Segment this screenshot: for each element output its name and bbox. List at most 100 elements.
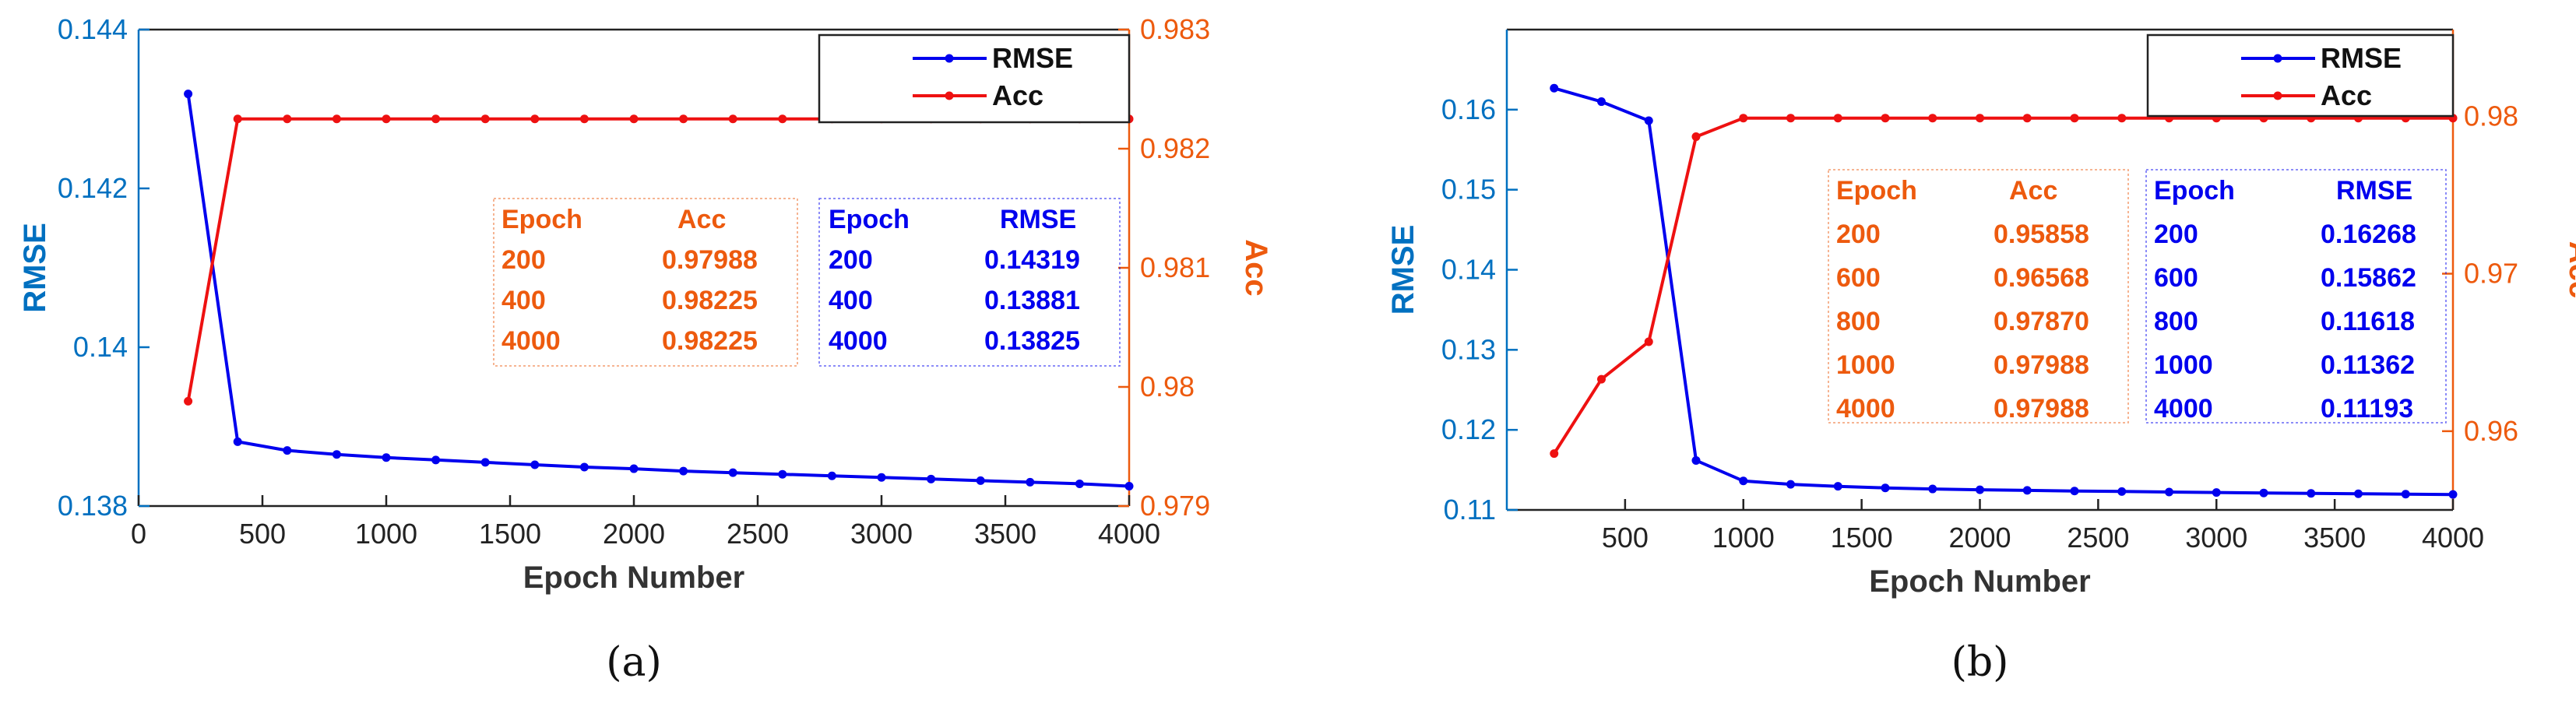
right-y-tick-label: 0.981: [1140, 251, 1210, 283]
data-point-rmse: [2354, 489, 2363, 498]
data-point-rmse: [233, 437, 242, 446]
x-tick-label: 500: [1602, 522, 1649, 554]
table-header-cell: Epoch: [1836, 176, 1917, 206]
data-point-rmse: [1644, 116, 1653, 125]
legend-marker-rmse: [945, 54, 954, 63]
x-tick-label: 4000: [2422, 522, 2484, 554]
table-cell: 0.97988: [1994, 394, 2089, 424]
data-point-rmse: [2165, 487, 2173, 497]
x-tick-label: 500: [239, 518, 286, 550]
left-y-axis-label: RMSE: [1386, 225, 1420, 315]
data-point-rmse: [778, 469, 787, 479]
data-point-rmse: [283, 446, 292, 455]
x-tick-label: 0: [131, 518, 146, 550]
x-tick-label: 3000: [2185, 522, 2247, 554]
data-point-rmse: [2117, 487, 2127, 496]
x-tick-label: 2000: [603, 518, 665, 550]
table-cell: 4000: [2154, 394, 2213, 424]
chart-b: 500 1000 1500 2000 2500 3000 3500 4000 0.11 0.12 0…: [1386, 28, 2576, 686]
series-line-rmse: [186, 93, 1130, 488]
x-tick-label: 3000: [850, 518, 913, 550]
data-point-acc: [431, 114, 441, 124]
table-cell: 800: [2154, 307, 2198, 336]
data-point-acc: [480, 114, 490, 124]
table-cell: 0.15862: [2321, 263, 2416, 293]
legend-label: Acc: [992, 79, 1043, 111]
table-cell: 600: [2154, 263, 2198, 293]
legend: RMSE Acc: [818, 33, 1131, 124]
annotation-table-rmse: Epoch RMSE 200 0.16268 600 0.15862 800 0.11618 1…: [2145, 169, 2447, 424]
legend-box: [818, 33, 1131, 124]
table-cell: 200: [829, 245, 873, 275]
right-y-tick-label: 0.979: [1140, 490, 1210, 522]
figure-caption: (a): [606, 639, 662, 686]
x-tick-label: 1000: [355, 518, 417, 550]
data-point-rmse: [2307, 489, 2316, 498]
table-header-cell: Acc: [2009, 176, 2057, 206]
table-header-cell: Epoch: [2154, 176, 2235, 206]
data-point-acc: [1644, 337, 1653, 346]
data-point-rmse: [480, 458, 490, 467]
data-point-acc: [1739, 114, 1748, 123]
data-point-rmse: [431, 455, 441, 465]
table-cell: 0.98225: [662, 286, 758, 315]
legend-label: RMSE: [992, 42, 1073, 74]
table-cell: 0.11618: [2321, 307, 2415, 336]
table-cell: 0.13825: [984, 326, 1080, 356]
right-y-axis-label: Acc: [1239, 239, 1273, 296]
table-cell: 0.96568: [1994, 263, 2089, 293]
left-y-tick-label: 0.16: [1441, 93, 1496, 125]
right-y-tick-label: 0.98: [2464, 100, 2518, 132]
data-point-rmse: [728, 468, 737, 477]
left-y-tick-label: 0.11: [1444, 494, 1496, 525]
data-point-rmse: [1928, 484, 1937, 494]
data-point-rmse: [2401, 490, 2410, 499]
x-axis-label: Epoch Number: [523, 561, 744, 595]
table-cell: 0.16268: [2321, 220, 2416, 249]
data-point-rmse: [927, 474, 936, 483]
right-y-tick-label: 0.982: [1140, 132, 1210, 164]
data-point-rmse: [1881, 483, 1890, 493]
data-point-rmse: [530, 460, 540, 469]
data-point-rmse: [1739, 476, 1748, 486]
data-point-acc: [382, 114, 391, 124]
x-tick-label: 2500: [727, 518, 789, 550]
data-point-rmse: [1976, 485, 1984, 494]
left-y-tick-label: 0.15: [1441, 174, 1496, 206]
data-point-acc: [778, 114, 787, 124]
right-y-tick-label: 0.97: [2464, 258, 2518, 290]
legend-label: RMSE: [2321, 42, 2402, 74]
legend-marker-acc: [945, 91, 954, 100]
data-point-acc: [184, 396, 193, 406]
data-point-acc: [283, 114, 292, 124]
data-point-rmse: [579, 462, 589, 472]
table-cell: 0.97988: [662, 245, 758, 275]
data-point-acc: [579, 114, 589, 124]
data-point-rmse: [2212, 488, 2221, 497]
left-y-tick-label: 0.138: [58, 490, 128, 522]
data-point-acc: [1597, 374, 1606, 384]
data-point-acc: [728, 114, 737, 124]
left-y-tick-label: 0.12: [1441, 413, 1496, 445]
table-cell: 200: [501, 245, 546, 275]
table-cell: 0.11362: [2321, 350, 2415, 380]
figure-caption: (b): [1951, 639, 2009, 686]
data-point-rmse: [629, 464, 639, 473]
table-cell: 4000: [1836, 394, 1895, 424]
data-point-rmse: [1550, 83, 1559, 93]
table-cell: 0.11193: [2321, 394, 2413, 424]
x-tick-label: 2500: [2067, 522, 2129, 554]
series-line-rmse: [1554, 86, 2454, 497]
right-y-tick-label: 0.983: [1140, 13, 1210, 45]
data-point-acc: [1691, 132, 1701, 142]
annotation-table-acc: Epoch Acc 200 0.95858 600 0.96568 800 0.97870 10…: [1828, 169, 2129, 424]
data-point-rmse: [382, 453, 391, 462]
x-tick-label: 1000: [1712, 522, 1775, 554]
data-point-rmse: [976, 476, 985, 485]
left-y-tick-label: 0.13: [1441, 333, 1496, 365]
data-point-rmse: [1075, 479, 1084, 488]
legend: RMSE Acc: [2146, 33, 2455, 118]
table-header-cell: Epoch: [501, 205, 582, 234]
data-point-rmse: [2070, 487, 2079, 496]
data-point-acc: [1976, 114, 1984, 123]
